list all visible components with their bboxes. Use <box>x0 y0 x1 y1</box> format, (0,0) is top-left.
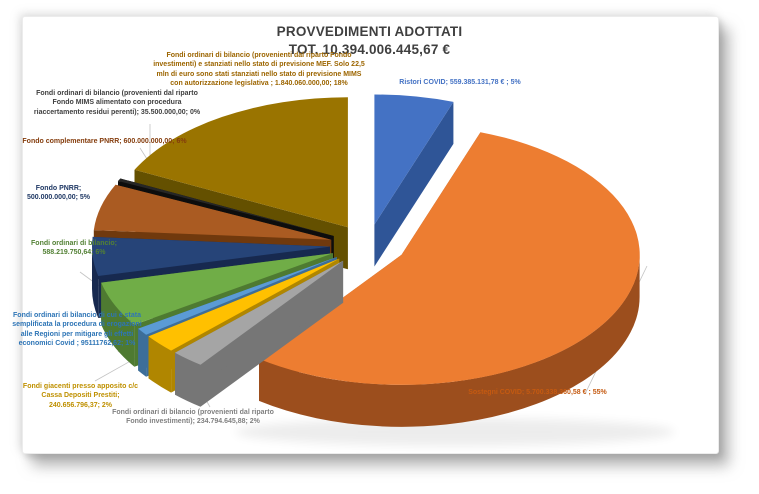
chart-title: PROVVEDIMENTI ADOTTATI <box>276 24 463 39</box>
slice-rim <box>259 254 640 427</box>
pie-slice-fondi-ordinari-investimenti[interactable] <box>175 260 344 407</box>
slice-rim <box>92 246 99 318</box>
pie-slice-sostegni-covid[interactable] <box>259 132 640 427</box>
slice-top <box>175 260 344 365</box>
chart-total: TOT. 10.394.006.445,67 € <box>288 42 451 57</box>
slice-side-end <box>374 101 454 267</box>
slice-rim <box>175 352 201 407</box>
slice-side-end <box>175 260 344 395</box>
slice-top <box>374 94 454 225</box>
pie-ground-shadow <box>235 418 675 446</box>
slice-rim <box>148 336 172 393</box>
pie-slice-ristori-covid[interactable] <box>374 94 454 267</box>
slice-rim <box>138 328 147 377</box>
slice-top <box>118 178 334 236</box>
slice-top <box>138 257 337 335</box>
slice-top <box>93 184 332 240</box>
slice-top <box>101 253 333 325</box>
slice-top <box>259 132 640 385</box>
slice-rim <box>101 282 135 367</box>
slice-top <box>92 236 330 276</box>
slice-top <box>134 97 348 228</box>
slice-top <box>148 258 340 351</box>
